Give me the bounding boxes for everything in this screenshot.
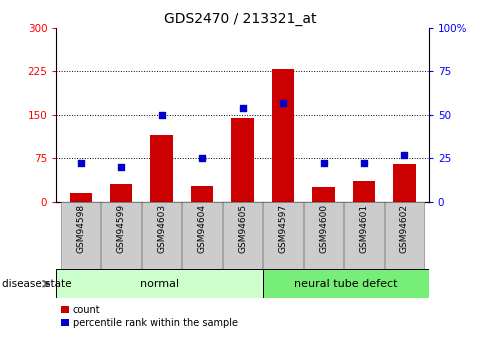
Text: GSM94598: GSM94598 <box>76 204 85 253</box>
Text: GSM94597: GSM94597 <box>278 204 288 253</box>
Bar <box>150 135 173 202</box>
Text: disease state: disease state <box>2 279 72 289</box>
Point <box>239 105 246 110</box>
Bar <box>142 202 181 269</box>
Bar <box>223 202 262 269</box>
Text: GDS2470 / 213321_at: GDS2470 / 213321_at <box>164 12 317 26</box>
Bar <box>56 269 263 298</box>
Bar <box>231 118 254 202</box>
Point <box>198 156 206 161</box>
Legend: count, percentile rank within the sample: count, percentile rank within the sample <box>61 305 238 328</box>
Bar <box>263 269 429 298</box>
Bar <box>191 186 213 202</box>
Point <box>158 112 166 117</box>
Point <box>117 164 125 170</box>
Point <box>360 161 368 166</box>
Bar <box>344 202 384 269</box>
Point <box>400 152 408 158</box>
Text: GSM94602: GSM94602 <box>400 204 409 253</box>
Bar <box>61 202 100 269</box>
Bar <box>393 164 416 202</box>
Point <box>319 161 327 166</box>
Point <box>77 161 85 166</box>
Text: GSM94599: GSM94599 <box>117 204 125 253</box>
Point <box>279 100 287 105</box>
Bar <box>182 202 222 269</box>
Text: GSM94604: GSM94604 <box>197 204 207 253</box>
Text: GSM94603: GSM94603 <box>157 204 166 253</box>
Text: GSM94600: GSM94600 <box>319 204 328 253</box>
Bar <box>304 202 343 269</box>
Text: GSM94605: GSM94605 <box>238 204 247 253</box>
Bar <box>101 202 141 269</box>
Bar <box>313 187 335 202</box>
Bar <box>70 193 92 202</box>
Text: neural tube defect: neural tube defect <box>294 279 398 289</box>
Text: normal: normal <box>140 279 179 289</box>
Bar <box>385 202 424 269</box>
Bar <box>110 184 132 202</box>
Text: GSM94601: GSM94601 <box>360 204 368 253</box>
Bar <box>272 69 294 202</box>
Bar <box>263 202 303 269</box>
Bar <box>353 181 375 202</box>
